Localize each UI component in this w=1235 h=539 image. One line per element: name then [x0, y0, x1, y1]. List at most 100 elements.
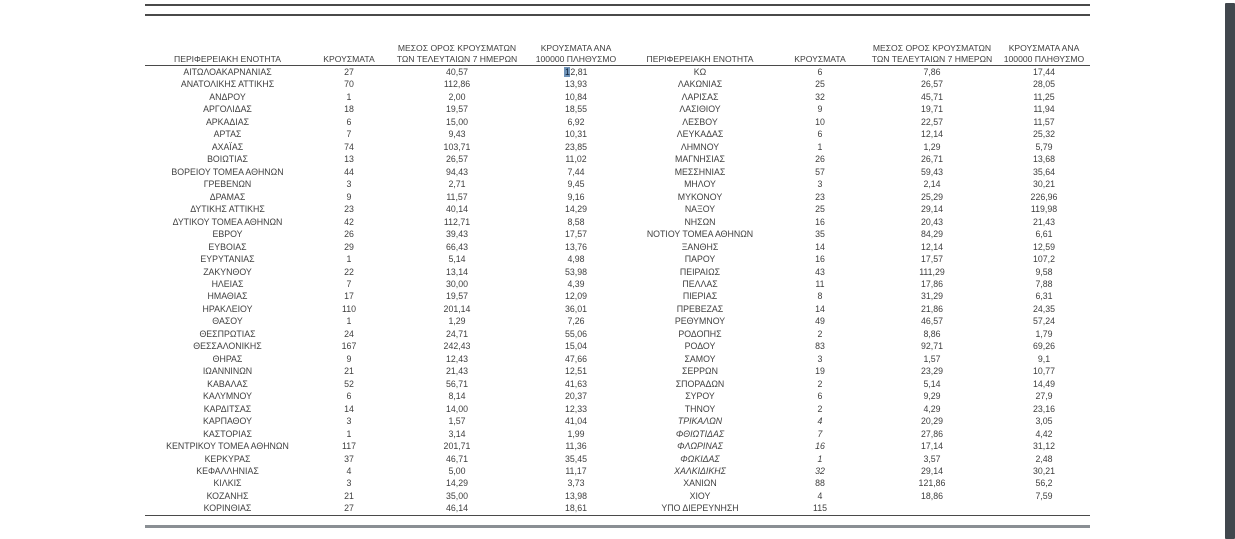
header-region-right: ΠΕΡΙΦΕΡΕΙΑΚΗ ΕΝΟΤΗΤΑ: [646, 53, 754, 64]
per100k-cell: 18,61: [564, 503, 587, 514]
avg7-cell: 5,14: [923, 378, 941, 389]
cases-cell: 14: [815, 303, 825, 314]
per100k-cell: 53,98: [564, 266, 587, 277]
region-cell: ΕΥΡΥΤΑΝΙΑΣ: [200, 254, 255, 265]
cases-cell: 6: [817, 391, 823, 402]
table-header-row: ΠΕΡΙΦΕΡΕΙΑΚΗ ΕΝΟΤΗΤΑ ΚΡΟΥΣΜΑΤΑ ΜΕΣΟΣ ΟΡΟ…: [145, 16, 1090, 66]
cases-cell: 27: [344, 67, 354, 77]
per100k-cell: 3,73: [567, 478, 585, 489]
per100k-cell: 36,01: [564, 303, 587, 314]
cases-cell: 1: [346, 91, 352, 102]
cases-cell: 21: [344, 490, 354, 501]
cases-cell: 10: [815, 116, 825, 127]
per100k-cell: 12,81: [564, 67, 588, 77]
region-cell: ΒΟΡΕΙΟΥ ΤΟΜΕΑ ΑΘΗΝΩΝ: [171, 166, 284, 177]
cases-cell: 49: [815, 316, 825, 327]
per100k-cell: 55,06: [564, 328, 587, 339]
per100k-cell: 24,35: [1032, 303, 1055, 314]
region-cell: ΗΡΑΚΛΕΙΟΥ: [202, 303, 253, 314]
per100k-cell: 4,42: [1035, 428, 1053, 439]
region-cell: ΧΙΟΥ: [689, 490, 711, 501]
region-cell: ΕΒΡΟΥ: [212, 229, 243, 240]
avg7-cell: 5,14: [448, 254, 466, 265]
avg7-cell: 24,71: [445, 328, 468, 339]
region-cell: ΙΩΑΝΝΙΝΩΝ: [202, 366, 253, 377]
avg7-cell: 30,00: [445, 278, 468, 289]
per100k-cell: 7,88: [1035, 278, 1053, 289]
avg7-cell: 103,71: [443, 141, 471, 152]
per100k-cell: 23,85: [564, 141, 587, 152]
region-cell: ΝΟΤΙΟΥ ΤΟΜΕΑ ΑΘΗΝΩΝ: [646, 229, 754, 240]
region-cell: ΛΑΣΙΘΙΟΥ: [679, 104, 721, 115]
per100k-cell: 12,51: [564, 366, 587, 377]
avg7-cell: 15,00: [445, 116, 468, 127]
per100k-cell: 12,59: [1032, 241, 1055, 252]
region-cell: ΠΕΛΛΑΣ: [682, 278, 718, 289]
avg7-cell: 21,43: [445, 366, 468, 377]
per100k-cell: 9,1: [1037, 353, 1051, 364]
selected-character: 1: [564, 67, 571, 77]
avg7-cell: 2,00: [448, 91, 466, 102]
cases-cell: 4: [346, 466, 352, 476]
header-cases-left: ΚΡΟΥΣΜΑΤΑ: [323, 53, 375, 64]
region-cell: ΔΥΤΙΚΟΥ ΤΟΜΕΑ ΑΘΗΝΩΝ: [172, 216, 283, 227]
cases-cell: 70: [344, 79, 354, 90]
cases-cell: 6: [346, 391, 352, 402]
vertical-scrollbar[interactable]: [1225, 3, 1235, 539]
per100k-cell: 28,05: [1032, 79, 1055, 90]
region-cell: ΚΙΛΚΙΣ: [213, 478, 242, 489]
avg7-cell: 4,29: [923, 403, 941, 414]
cases-cell: 29: [344, 241, 354, 252]
table-top-rule-1: [145, 4, 1090, 6]
avg7-cell: 14,00: [445, 403, 468, 414]
cases-cell: 14: [344, 403, 354, 414]
per100k-cell: 3,05: [1035, 416, 1053, 427]
cases-cell: 9: [817, 104, 823, 115]
cases-cell: 24: [344, 328, 354, 339]
region-cell: ΚΑΡΠΑΘΟΥ: [203, 416, 252, 427]
per100k-cell: 17,44: [1032, 67, 1055, 77]
per100k-cell: 7,44: [567, 166, 585, 177]
per100k-cell: 7,59: [1035, 490, 1053, 501]
avg7-cell: 19,57: [445, 291, 468, 302]
region-cell: ΛΕΥΚΑΔΑΣ: [676, 129, 724, 140]
region-cell: ΘΕΣΠΡΩΤΙΑΣ: [199, 328, 256, 339]
region-cell: ΘΑΣΟΥ: [212, 316, 243, 327]
avg7-cell: 25,29: [920, 191, 943, 202]
cases-cell: 57: [815, 166, 825, 177]
avg7-cell: 21,86: [920, 303, 943, 314]
per100k-cell: 17,57: [564, 229, 587, 240]
per100k-cell: 226,96: [1030, 191, 1058, 202]
region-cell: ΑΧΑΪΑΣ: [211, 141, 244, 152]
avg7-cell: [866, 502, 998, 514]
per100k-cell: 13,93: [564, 79, 587, 90]
avg7-cell: 12,14: [920, 129, 943, 140]
per100k-cell: 9,45: [567, 179, 585, 190]
per100k-cell: 15,04: [564, 341, 587, 352]
avg7-cell: 23,29: [920, 366, 943, 377]
cases-cell: 6: [817, 129, 823, 140]
per100k-cell: [998, 502, 1090, 514]
per100k-cell: 10,77: [1032, 366, 1055, 377]
avg7-cell: 3,14: [448, 428, 466, 439]
cases-cell: 6: [817, 67, 823, 77]
per100k-cell: 13,68: [1032, 154, 1055, 165]
per100k-cell: 13,76: [564, 241, 587, 252]
cases-cell: 6: [346, 116, 352, 127]
avg7-cell: 35,00: [445, 490, 468, 501]
per100k-cell: 27,9: [1035, 391, 1053, 402]
region-cell: ΡΕΘΥΜΝΟΥ: [674, 316, 726, 327]
region-cell: ΘΕΣΣΑΛΟΝΙΚΗΣ: [193, 341, 262, 352]
cases-cell: 115: [812, 503, 828, 514]
avg7-cell: 201,14: [443, 303, 471, 314]
per100k-cell: 13,98: [564, 490, 587, 501]
table-bottom-gap: [145, 516, 1090, 525]
region-cell: ΚΟΖΑΝΗΣ: [206, 490, 249, 501]
per100k-cell: 41,63: [564, 378, 587, 389]
region-cell: ΤΗΝΟΥ: [684, 403, 716, 414]
region-cell: ΤΡΙΚΑΛΩΝ: [677, 416, 723, 427]
table-top-rule-2: [145, 14, 1090, 16]
per100k-cell: 7,26: [567, 316, 585, 327]
avg7-cell: 20,29: [920, 416, 943, 427]
